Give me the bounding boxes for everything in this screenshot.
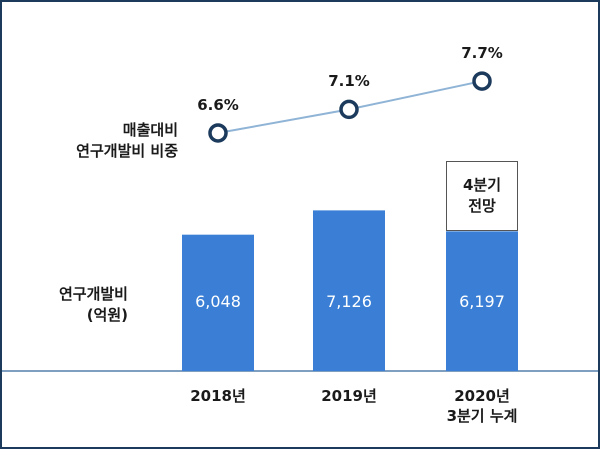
bar-2 [313, 210, 385, 371]
forecast-box: 4분기 전망 [446, 161, 518, 232]
bar-value-label-1: 6,048 [195, 292, 241, 311]
category-label-3: 2020년 3분기 누계 [446, 387, 518, 425]
bar-series-label: 연구개발비 (억원) [58, 285, 128, 324]
bar-3 [446, 231, 518, 371]
bar-1 [182, 234, 254, 371]
bar-value-label-3: 6,197 [459, 292, 505, 311]
line-value-label-1: 6.6% [197, 96, 239, 114]
line-marker-3 [472, 71, 492, 91]
line-value-label-3: 7.7% [461, 44, 503, 63]
bar-value-label-2: 7,126 [326, 292, 372, 311]
category-label-2: 2019년 [321, 387, 377, 405]
line-series-label: 매출대비 연구개발비 비중 [76, 121, 178, 160]
line-marker-1 [208, 123, 228, 143]
line-marker-2 [339, 99, 359, 120]
category-label-1: 2018년 [190, 387, 246, 405]
line-value-label-2: 7.1% [328, 72, 370, 91]
